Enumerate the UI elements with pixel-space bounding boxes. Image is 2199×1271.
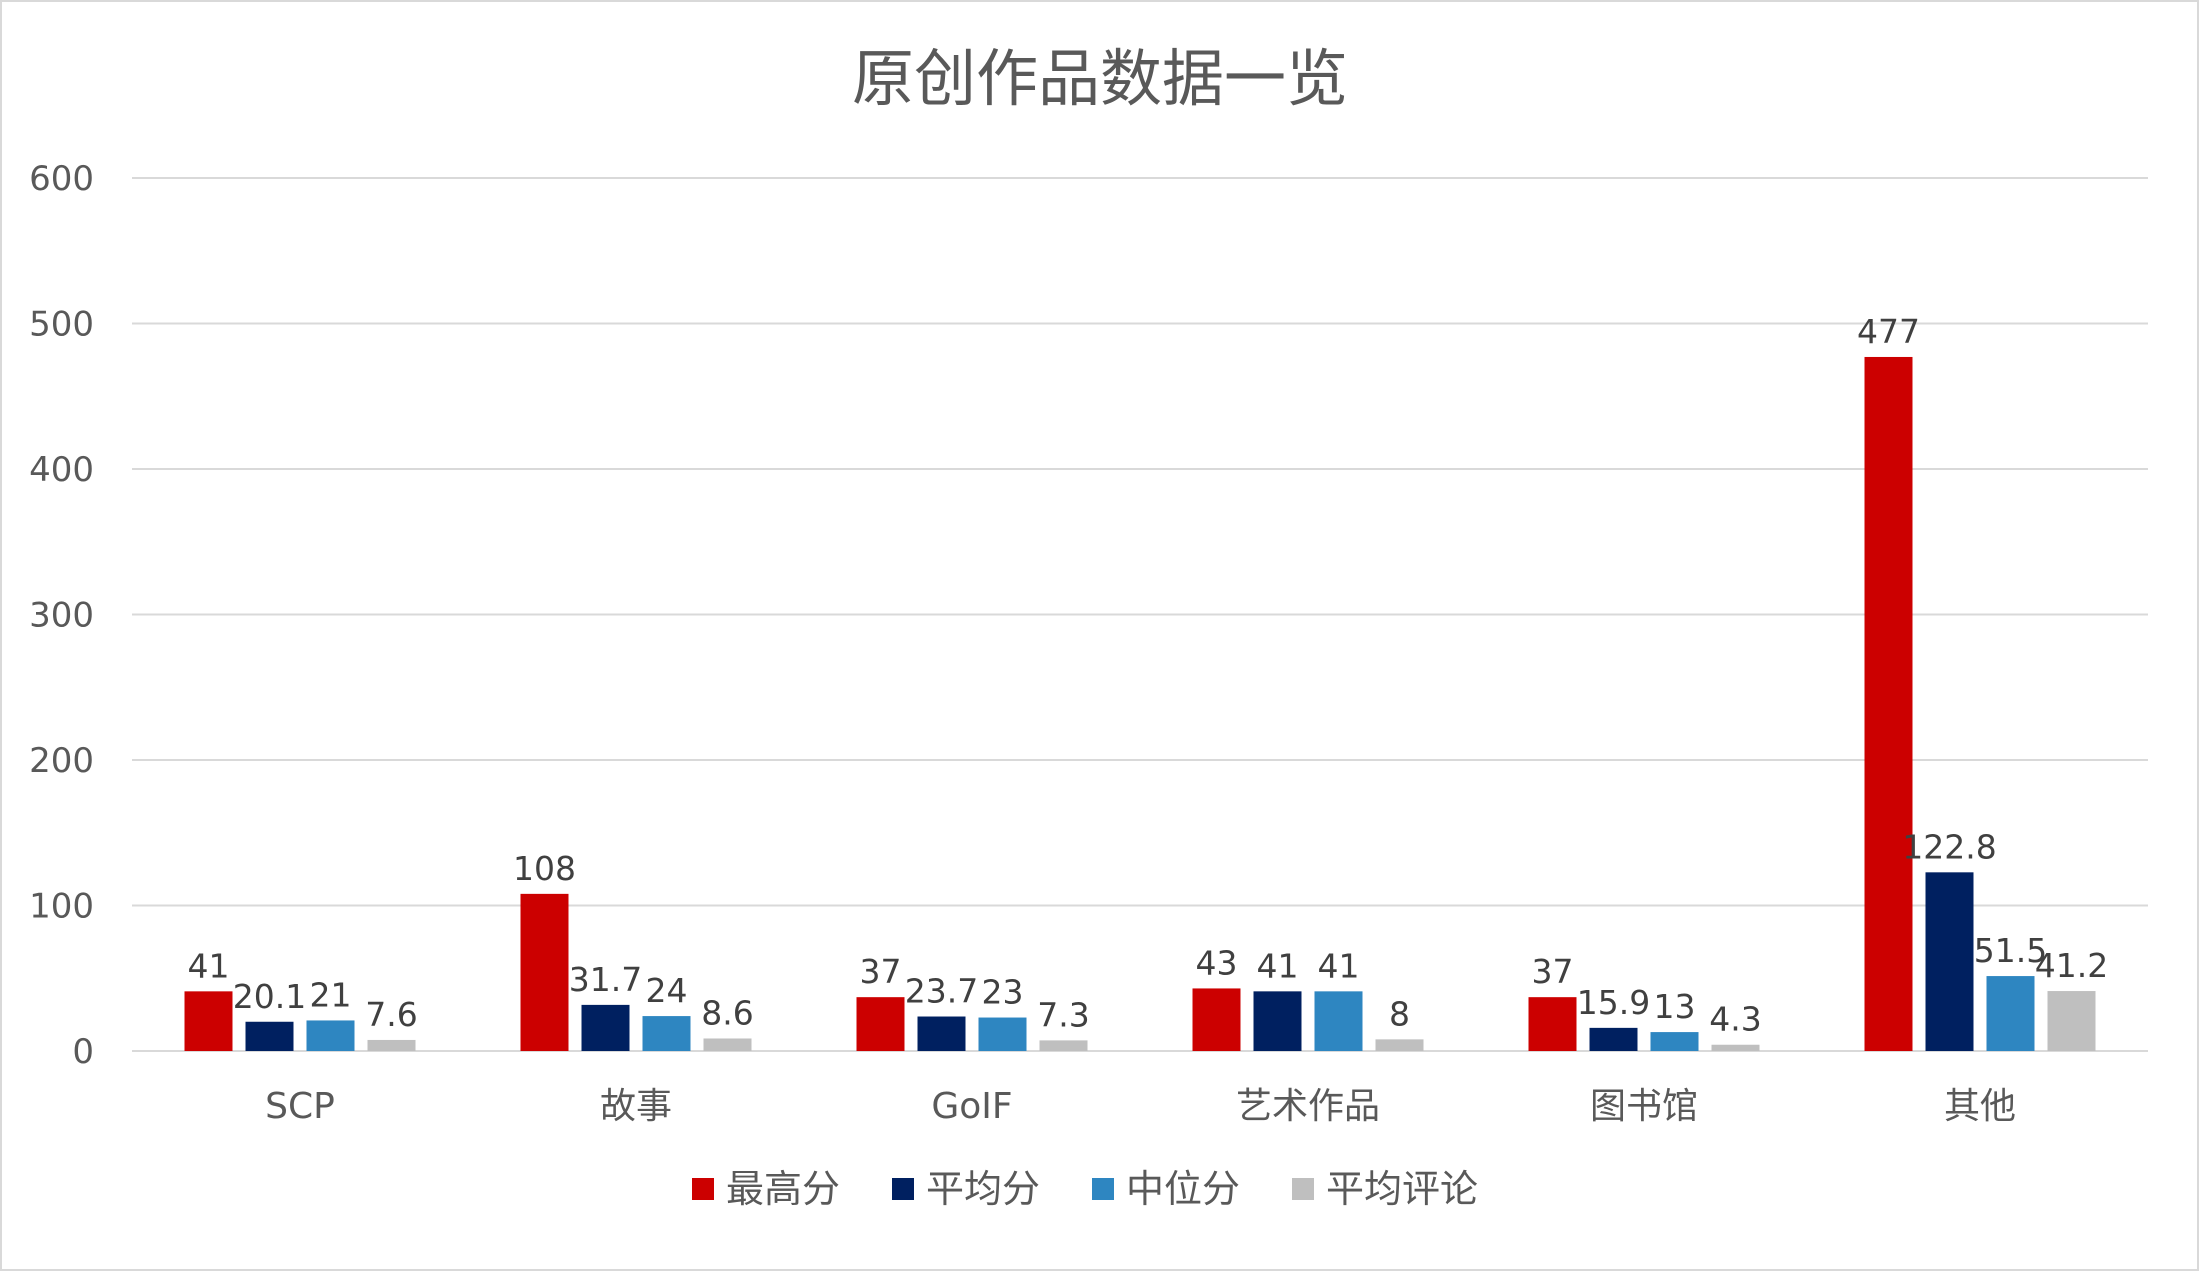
y-tick-label: 200: [29, 741, 94, 781]
legend-swatch: [1092, 1178, 1114, 1200]
y-tick-label: 600: [29, 159, 94, 199]
data-label: 43: [1196, 943, 1238, 982]
bar: [1375, 1039, 1424, 1051]
data-label: 7.6: [365, 995, 417, 1034]
data-label: 41: [188, 946, 230, 985]
legend-swatch: [1292, 1178, 1314, 1200]
x-tick-label: 艺术作品: [1236, 1086, 1380, 1127]
data-label: 41.2: [2035, 946, 2108, 985]
bar: [917, 1016, 966, 1051]
x-tick-label: 图书馆: [1590, 1086, 1698, 1127]
bar: [856, 997, 905, 1051]
y-tick-label: 100: [29, 887, 94, 927]
bar: [1650, 1032, 1699, 1051]
x-tick-label: 其他: [1944, 1086, 2016, 1127]
bar: [1314, 991, 1363, 1051]
data-label: 108: [513, 849, 576, 888]
data-label: 7.3: [1037, 995, 1089, 1034]
data-label: 4.3: [1709, 1000, 1761, 1039]
data-label: 23: [982, 973, 1024, 1012]
data-label: 21: [310, 975, 352, 1014]
bar: [1253, 991, 1302, 1051]
data-label: 8.6: [701, 993, 753, 1032]
data-label: 41: [1318, 946, 1360, 985]
x-tick-label: 故事: [600, 1086, 672, 1127]
y-tick-label: 0: [72, 1032, 94, 1072]
data-label: 41: [1257, 946, 1299, 985]
bar: [184, 991, 233, 1051]
legend-swatch: [692, 1178, 714, 1200]
chart-title: 原创作品数据一览: [852, 42, 1348, 115]
y-tick-label: 300: [29, 596, 94, 636]
bar: [581, 1004, 630, 1051]
bar: [1864, 356, 1913, 1052]
data-label: 23.7: [905, 972, 978, 1011]
bar: [1589, 1027, 1638, 1051]
bar: [367, 1039, 416, 1051]
bar: [245, 1021, 294, 1051]
data-label: 51.5: [1974, 931, 2047, 970]
bar: [306, 1020, 355, 1051]
bar: [1925, 872, 1974, 1051]
y-tick-label: 400: [29, 450, 94, 490]
data-label: 8: [1389, 994, 1410, 1033]
x-axis-ticks: SCP 故事 GoIF 艺术作品 图书馆 其他: [265, 1086, 2016, 1127]
x-tick-label: GoIF: [931, 1086, 1012, 1127]
bars: [184, 356, 2096, 1052]
bar: [1528, 997, 1577, 1051]
bar: [1986, 976, 2035, 1051]
bar: [1192, 988, 1241, 1051]
legend: 最高分 平均分 中位分 平均评论: [692, 1167, 1478, 1211]
legend-label: 平均分: [926, 1167, 1040, 1211]
legend-label: 中位分: [1126, 1167, 1240, 1211]
bar: [520, 893, 569, 1051]
data-label: 37: [860, 952, 902, 991]
data-label: 20.1: [233, 977, 306, 1016]
data-label: 31.7: [569, 960, 642, 999]
data-label: 24: [646, 971, 688, 1010]
y-axis-ticks: 0 100 200 300 400 500 600: [29, 159, 94, 1072]
data-label: 15.9: [1577, 983, 1650, 1022]
x-tick-label: SCP: [265, 1086, 335, 1127]
legend-swatch: [892, 1178, 914, 1200]
data-label: 13: [1654, 987, 1696, 1026]
legend-label: 平均评论: [1326, 1167, 1478, 1211]
y-tick-label: 500: [29, 305, 94, 345]
bar: [642, 1016, 691, 1051]
bar: [1039, 1040, 1088, 1051]
data-label: 477: [1857, 312, 1920, 351]
data-label: 37: [1532, 952, 1574, 991]
bar: [2047, 991, 2096, 1051]
gridlines: [132, 177, 2148, 1052]
bar: [978, 1017, 1027, 1051]
bar: [1711, 1044, 1760, 1051]
bar: [703, 1038, 752, 1051]
data-label: 122.8: [1902, 827, 1996, 866]
legend-label: 最高分: [726, 1167, 840, 1211]
